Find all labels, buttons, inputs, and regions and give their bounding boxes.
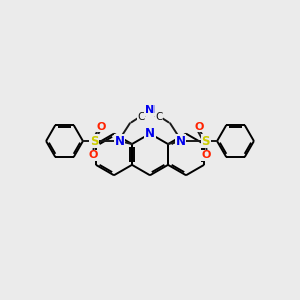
- Text: N: N: [115, 135, 124, 148]
- Text: N: N: [145, 127, 155, 140]
- Text: C: C: [137, 112, 145, 122]
- Text: C: C: [155, 112, 163, 122]
- Text: N: N: [145, 105, 154, 115]
- Text: S: S: [90, 135, 98, 148]
- Text: O: O: [96, 122, 106, 132]
- Text: O: O: [202, 150, 211, 160]
- Text: N: N: [146, 105, 155, 115]
- Text: N: N: [176, 135, 185, 148]
- Text: O: O: [194, 122, 204, 132]
- Text: S: S: [202, 135, 210, 148]
- Text: O: O: [89, 150, 98, 161]
